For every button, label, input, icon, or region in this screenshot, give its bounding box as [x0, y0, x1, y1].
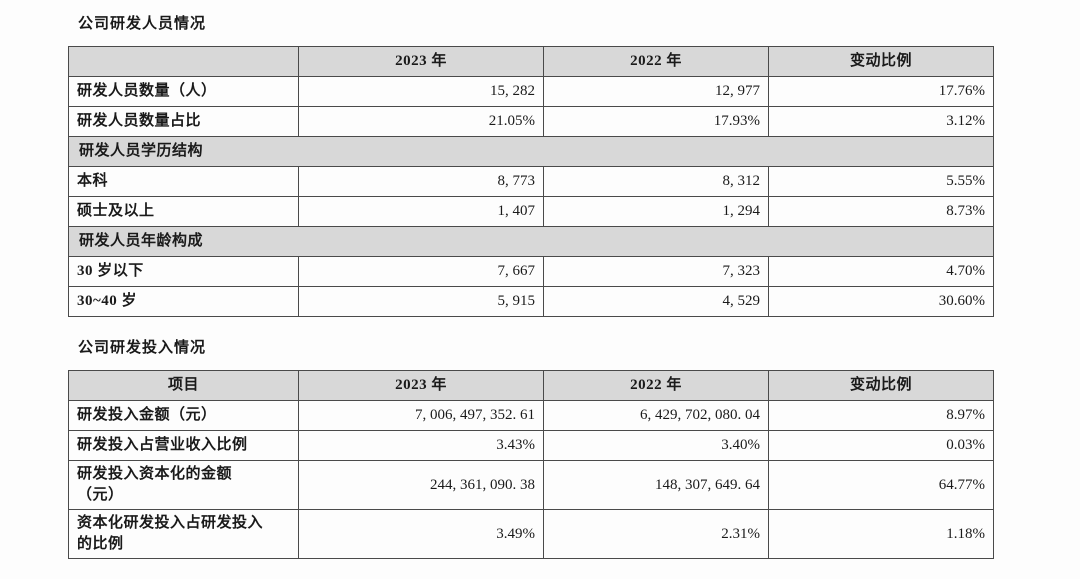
header-cell-2022: 2022 年: [543, 46, 769, 77]
table-section-row: 研发人员学历结构: [68, 136, 994, 167]
value-cell-2022: 148, 307, 649. 64: [543, 460, 769, 510]
row-label-cell: 30~40 岁: [68, 286, 299, 317]
header-cell-2023: 2023 年: [298, 370, 544, 401]
value-cell-2022: 4, 529: [543, 286, 769, 317]
row-label-cell: 30 岁以下: [68, 256, 299, 287]
value-cell-change: 1.18%: [768, 509, 994, 559]
header-cell-change: 变动比例: [768, 46, 994, 77]
header-cell-change: 变动比例: [768, 370, 994, 401]
value-cell-2023: 244, 361, 090. 38: [298, 460, 544, 510]
table-row: 资本化研发投入占研发投入 的比例 3.49% 2.31% 1.18%: [68, 509, 994, 559]
value-cell-change: 64.77%: [768, 460, 994, 510]
row-label-cell: 研发投入占营业收入比例: [68, 430, 299, 461]
table-row: 本科 8, 773 8, 312 5.55%: [68, 166, 994, 197]
table-header-row: 2023 年 2022 年 变动比例: [68, 46, 994, 77]
value-cell-2023: 3.43%: [298, 430, 544, 461]
value-cell-change: 17.76%: [768, 76, 994, 107]
rd-investment-table: 项目 2023 年 2022 年 变动比例 研发投入金额（元） 7, 006, …: [68, 370, 994, 559]
table-row: 30~40 岁 5, 915 4, 529 30.60%: [68, 286, 994, 317]
value-cell-2022: 3.40%: [543, 430, 769, 461]
section-row-label: 研发人员学历结构: [68, 136, 994, 167]
table-header-row: 项目 2023 年 2022 年 变动比例: [68, 370, 994, 401]
value-cell-2023: 3.49%: [298, 509, 544, 559]
value-cell-2023: 7, 667: [298, 256, 544, 287]
table-row: 研发投入占营业收入比例 3.43% 3.40% 0.03%: [68, 430, 994, 461]
value-cell-change: 3.12%: [768, 106, 994, 137]
value-cell-change: 5.55%: [768, 166, 994, 197]
table-row: 研发投入金额（元） 7, 006, 497, 352. 61 6, 429, 7…: [68, 400, 994, 431]
value-cell-2022: 6, 429, 702, 080. 04: [543, 400, 769, 431]
value-cell-2023: 8, 773: [298, 166, 544, 197]
value-cell-2022: 8, 312: [543, 166, 769, 197]
value-cell-2022: 12, 977: [543, 76, 769, 107]
value-cell-2023: 21.05%: [298, 106, 544, 137]
table-section-row: 研发人员年龄构成: [68, 226, 994, 257]
value-cell-change: 0.03%: [768, 430, 994, 461]
value-cell-change: 8.73%: [768, 196, 994, 227]
rd-personnel-table: 2023 年 2022 年 变动比例 研发人员数量（人） 15, 282 12,…: [68, 46, 994, 317]
value-cell-2023: 5, 915: [298, 286, 544, 317]
row-label-cell: 研发人员数量占比: [68, 106, 299, 137]
row-label-cell: 研发投入资本化的金额 （元）: [68, 460, 299, 510]
section-row-label: 研发人员年龄构成: [68, 226, 994, 257]
value-cell-2023: 15, 282: [298, 76, 544, 107]
section-title-rd-personnel: 公司研发人员情况: [78, 16, 207, 32]
row-label-cell: 资本化研发投入占研发投入 的比例: [68, 509, 299, 559]
table-row: 30 岁以下 7, 667 7, 323 4.70%: [68, 256, 994, 287]
header-cell-2022: 2022 年: [543, 370, 769, 401]
value-cell-2022: 1, 294: [543, 196, 769, 227]
header-cell-item: 项目: [68, 370, 299, 401]
row-label-cell: 本科: [68, 166, 299, 197]
value-cell-change: 4.70%: [768, 256, 994, 287]
table-row: 研发投入资本化的金额 （元） 244, 361, 090. 38 148, 30…: [68, 460, 994, 510]
row-label-cell: 研发投入金额（元）: [68, 400, 299, 431]
value-cell-change: 8.97%: [768, 400, 994, 431]
table-row: 硕士及以上 1, 407 1, 294 8.73%: [68, 196, 994, 227]
value-cell-change: 30.60%: [768, 286, 994, 317]
value-cell-2022: 2.31%: [543, 509, 769, 559]
value-cell-2022: 7, 323: [543, 256, 769, 287]
value-cell-2023: 7, 006, 497, 352. 61: [298, 400, 544, 431]
row-label-cell: 硕士及以上: [68, 196, 299, 227]
table-row: 研发人员数量（人） 15, 282 12, 977 17.76%: [68, 76, 994, 107]
row-label-cell: 研发人员数量（人）: [68, 76, 299, 107]
value-cell-2023: 1, 407: [298, 196, 544, 227]
table-row: 研发人员数量占比 21.05% 17.93% 3.12%: [68, 106, 994, 137]
value-cell-2022: 17.93%: [543, 106, 769, 137]
header-cell-blank: [68, 46, 299, 77]
section-title-rd-investment: 公司研发投入情况: [78, 340, 207, 356]
header-cell-2023: 2023 年: [298, 46, 544, 77]
